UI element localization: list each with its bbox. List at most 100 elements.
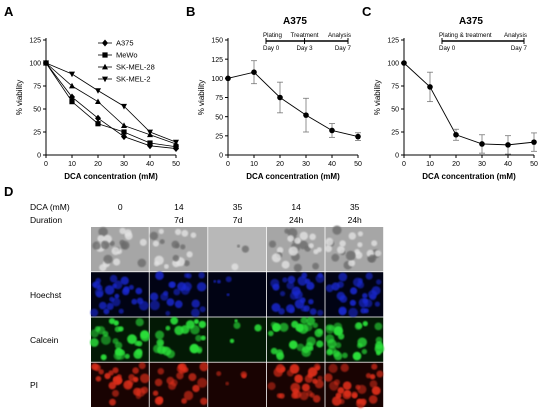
cell-blob — [325, 237, 334, 246]
cell-blob — [217, 279, 221, 284]
cell-blob — [170, 379, 178, 387]
channel-tint — [325, 317, 384, 362]
cell-blob — [297, 276, 308, 286]
cell-blob — [240, 371, 247, 378]
cell-blob — [140, 386, 149, 394]
cell-blob — [328, 345, 337, 354]
cell-blob — [233, 322, 241, 329]
y-tick-label: 50 — [33, 107, 41, 114]
x-tick-label: 40 — [146, 161, 154, 168]
cell-blob — [103, 254, 113, 264]
cell-blob — [306, 336, 316, 346]
micrograph-background — [208, 227, 266, 272]
cell-blob — [374, 250, 382, 257]
channel-tint — [325, 272, 384, 317]
series-mewo — [43, 60, 179, 150]
channel-tint — [325, 362, 384, 407]
cell-blob — [196, 282, 207, 292]
y-axis-label: % viability — [15, 80, 24, 116]
x-tick-label: 30 — [120, 161, 128, 168]
cell-blob — [276, 247, 284, 254]
cell-blob — [371, 286, 381, 296]
cell-blob — [357, 231, 363, 237]
cell-blob — [369, 380, 378, 388]
cell-blob — [294, 237, 301, 244]
cell-blob — [335, 342, 342, 349]
cell-blob — [95, 376, 102, 382]
cell-blob — [98, 369, 104, 375]
legend-marker — [102, 52, 108, 58]
x-tick-label: 50 — [530, 161, 538, 168]
cell-blob — [149, 231, 159, 241]
cell-blob — [362, 321, 368, 327]
cell-blob — [331, 396, 342, 406]
data-point — [121, 122, 127, 128]
column-duration-label: 24h — [348, 215, 362, 225]
series-line — [45, 62, 177, 143]
timeline: Plating Day 0 Treatment Day 3 Analysis Day 7 — [263, 32, 352, 52]
cell-blob — [348, 259, 356, 267]
y-tick-label: 100 — [211, 76, 223, 83]
series-sk-mel-2 — [43, 60, 179, 146]
cell-blob — [108, 318, 116, 325]
cell-blob — [357, 278, 363, 284]
micrograph-calcein-3 — [266, 316, 325, 362]
cell-blob — [329, 381, 339, 391]
cell-blob — [354, 322, 363, 330]
column-duration-label: 7d — [174, 215, 184, 225]
cell-blob — [309, 308, 317, 315]
cell-blob — [371, 386, 381, 395]
cell-blob — [328, 363, 338, 373]
panel-letter: A — [4, 4, 14, 19]
x-tick-label: 30 — [302, 161, 310, 168]
cell-blob — [376, 279, 382, 285]
micrograph-brightfield-4 — [324, 225, 384, 272]
x-tick-label: 10 — [68, 161, 76, 168]
cell-blob — [100, 354, 107, 361]
cell-blob — [342, 381, 352, 391]
timeline-top-label: Plating & treatment — [439, 32, 492, 39]
legend: A375 MeWo SK-MEL-28 SK-MEL-2 — [98, 39, 155, 84]
cell-blob — [315, 273, 325, 283]
micrograph-pi-2 — [208, 362, 266, 407]
chart-title: A375 — [283, 16, 307, 27]
cell-blob — [272, 283, 280, 291]
micrograph-hoechst-0 — [90, 272, 149, 317]
panel-letter: D — [4, 184, 13, 199]
series-sk-mel-28 — [43, 59, 179, 147]
x-tick-label: 50 — [172, 161, 180, 168]
cell-blob — [120, 240, 130, 250]
cell-blob — [338, 272, 348, 282]
cell-blob — [374, 301, 380, 307]
cell-blob — [154, 261, 160, 267]
cell-blob — [300, 305, 307, 312]
cell-blob — [164, 264, 169, 269]
cell-blob — [191, 308, 200, 318]
cell-blob — [165, 325, 171, 331]
x-tick-label: 0 — [44, 161, 48, 168]
cell-blob — [342, 352, 348, 359]
cell-blob — [111, 246, 120, 256]
cell-blob — [333, 351, 343, 361]
cell-blob — [104, 285, 115, 295]
cell-blob — [132, 376, 139, 383]
cell-blob — [375, 336, 383, 344]
cell-blob — [97, 235, 105, 243]
cell-blob — [152, 240, 159, 247]
micrograph-calcein-1 — [149, 316, 208, 362]
timeline-bottom-label: Day 0 — [263, 45, 280, 52]
channel-tint — [91, 362, 149, 407]
cell-blob — [135, 318, 144, 327]
cell-blob — [200, 397, 208, 405]
cell-blob — [348, 307, 358, 318]
chart-panel-b: B A375 0 25 50 75 100 125 150 0 10 20 30 40 50 DCA conc… — [186, 4, 362, 181]
timeline: Plating & treatment Day 0 Analysis Day 7 — [439, 32, 528, 52]
cell-blob — [300, 316, 308, 325]
cell-blob — [288, 340, 298, 350]
cell-blob — [287, 275, 296, 284]
cell-blob — [118, 349, 125, 356]
timeline-top-label: Treatment — [291, 32, 319, 39]
channel-tint — [149, 317, 208, 362]
micrograph-calcein-2 — [208, 317, 266, 362]
data-point — [173, 139, 179, 146]
